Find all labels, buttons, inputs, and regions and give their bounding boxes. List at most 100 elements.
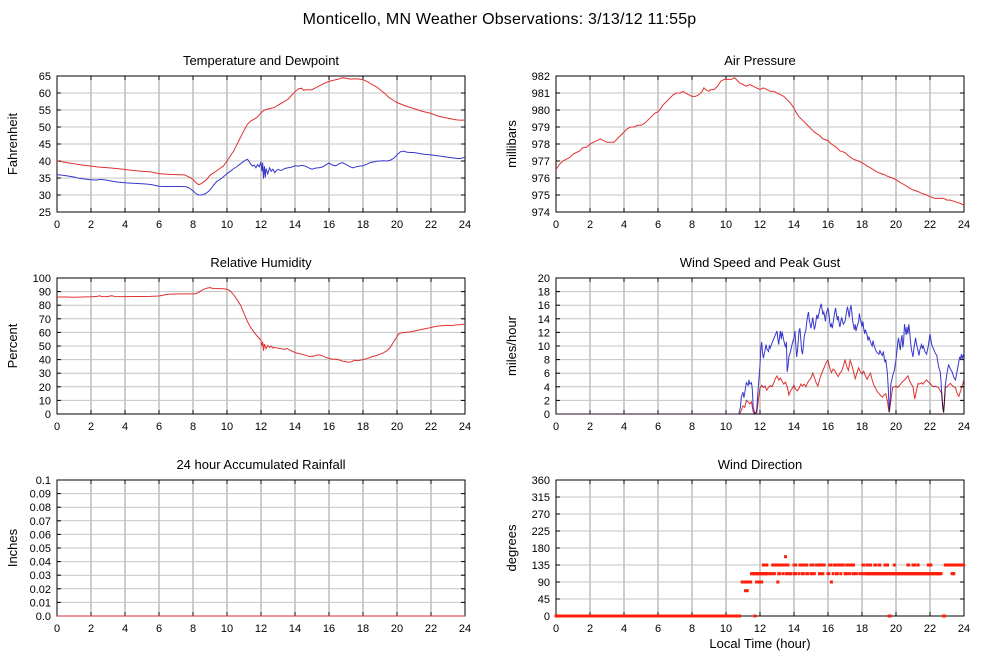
chart-panel-wind-speed-gust: 0 2 4 6 8 10 12 14 16 18 20 0 2 4 6 8 10 12 14 16 18 20 22 24 mi…	[499, 242, 999, 444]
svg-text:16: 16	[538, 300, 550, 312]
y-axis-label: millibars	[504, 120, 519, 168]
svg-text:22: 22	[425, 623, 437, 635]
svg-text:20: 20	[391, 421, 403, 433]
svg-text:18: 18	[538, 287, 550, 299]
svg-text:2: 2	[88, 623, 94, 635]
gridlines	[556, 480, 964, 616]
svg-text:40: 40	[39, 355, 51, 367]
svg-text:4: 4	[544, 382, 550, 394]
svg-text:10: 10	[221, 219, 233, 231]
svg-text:2: 2	[587, 421, 593, 433]
svg-text:0.05: 0.05	[30, 543, 51, 555]
svg-text:2: 2	[544, 395, 550, 407]
svg-text:70: 70	[39, 314, 51, 326]
page-title: Monticello, MN Weather Observations: 3/1…	[302, 11, 697, 28]
svg-text:4: 4	[621, 421, 627, 433]
chart-grid: 25 30 35 40 45 50 55 60 65 0 2 4 6 8 10 12 14 16 18 20 22 24 F…	[0, 40, 999, 659]
svg-text:18: 18	[856, 421, 868, 433]
chart-title: Wind Speed and Peak Gust	[679, 255, 841, 270]
chart-panel-rainfall: 0.0 0.01 0.02 0.03 0.04 0.05 0.06 0.07 0.08 0.09 0…	[0, 444, 499, 659]
chart-panel-temperature-dewpoint: 25 30 35 40 45 50 55 60 65 0 2 4 6 8 10 12 14 16 18 20 22 24 F…	[0, 40, 499, 242]
series-humidity	[57, 286, 466, 363]
chart-panel-air-pressure: 974 975 976 977 978 979 980 981 982 0 2 4 6 8 10 12 14 16…	[499, 40, 999, 242]
svg-text:976: 976	[532, 173, 550, 185]
svg-text:974: 974	[532, 207, 550, 219]
svg-text:18: 18	[357, 623, 369, 635]
svg-text:60: 60	[39, 88, 51, 100]
svg-text:4: 4	[621, 623, 627, 635]
gridlines	[57, 278, 465, 414]
svg-text:0.1: 0.1	[36, 475, 51, 487]
svg-text:0.08: 0.08	[30, 502, 51, 514]
svg-text:4: 4	[621, 219, 627, 231]
svg-text:270: 270	[532, 509, 550, 521]
chart-panel-relative-humidity: 0 10 20 30 40 50 60 70 80 90 100 0 2 4 6 8 10 12 14 16 18 20 2…	[0, 242, 499, 444]
chart-title: Air Pressure	[724, 53, 796, 68]
svg-text:8: 8	[190, 421, 196, 433]
svg-text:10: 10	[538, 341, 550, 353]
svg-text:24: 24	[459, 219, 471, 231]
svg-text:22: 22	[425, 219, 437, 231]
tick-marks	[56, 75, 466, 213]
svg-text:65: 65	[39, 71, 51, 83]
svg-text:2: 2	[88, 219, 94, 231]
svg-text:0: 0	[553, 623, 559, 635]
svg-text:0: 0	[544, 409, 550, 421]
gridlines	[57, 480, 465, 616]
svg-text:22: 22	[924, 421, 936, 433]
svg-text:360: 360	[532, 475, 550, 487]
svg-text:0: 0	[553, 219, 559, 231]
svg-text:0: 0	[544, 611, 550, 623]
chart-title: Temperature and Dewpoint	[182, 53, 340, 68]
svg-text:6: 6	[156, 623, 162, 635]
svg-text:24: 24	[958, 623, 970, 635]
svg-text:6: 6	[655, 623, 661, 635]
svg-text:20: 20	[391, 219, 403, 231]
y-axis-label: miles/hour	[504, 315, 519, 376]
svg-text:10: 10	[720, 623, 732, 635]
svg-text:8: 8	[689, 421, 695, 433]
svg-text:90: 90	[39, 287, 51, 299]
svg-text:12: 12	[255, 623, 267, 635]
y-axis-label: Fahrenheit	[5, 113, 20, 176]
svg-text:14: 14	[289, 623, 301, 635]
svg-text:18: 18	[357, 219, 369, 231]
svg-text:6: 6	[156, 219, 162, 231]
svg-text:12: 12	[255, 219, 267, 231]
svg-text:10: 10	[720, 421, 732, 433]
svg-text:90: 90	[538, 577, 550, 589]
svg-text:0: 0	[54, 421, 60, 433]
svg-text:60: 60	[39, 327, 51, 339]
svg-text:10: 10	[720, 219, 732, 231]
svg-text:2: 2	[88, 421, 94, 433]
svg-text:16: 16	[323, 219, 335, 231]
series-pressure	[555, 77, 965, 206]
svg-text:14: 14	[788, 219, 800, 231]
svg-text:2: 2	[587, 623, 593, 635]
svg-text:975: 975	[532, 190, 550, 202]
series-dewpoint	[56, 150, 466, 196]
chart-title: Wind Direction	[717, 457, 803, 472]
svg-text:22: 22	[924, 623, 936, 635]
tick-marks	[56, 277, 466, 415]
tick-marks	[555, 75, 965, 213]
svg-text:16: 16	[323, 623, 335, 635]
svg-text:0.01: 0.01	[30, 597, 51, 609]
svg-text:8: 8	[190, 623, 196, 635]
svg-text:12: 12	[754, 421, 766, 433]
chart-panel-wind-direction: 0 45 90 135 180 225 270 315 360 0 2 4 6 8 10 12 14 16 18 20…	[499, 444, 999, 659]
svg-text:100: 100	[33, 273, 51, 285]
svg-text:24: 24	[459, 623, 471, 635]
svg-text:20: 20	[890, 623, 902, 635]
svg-text:22: 22	[425, 421, 437, 433]
svg-text:50: 50	[39, 341, 51, 353]
chart-title: 24 hour Accumulated Rainfall	[176, 457, 346, 472]
svg-text:8: 8	[689, 623, 695, 635]
svg-text:14: 14	[788, 623, 800, 635]
svg-text:16: 16	[822, 623, 834, 635]
